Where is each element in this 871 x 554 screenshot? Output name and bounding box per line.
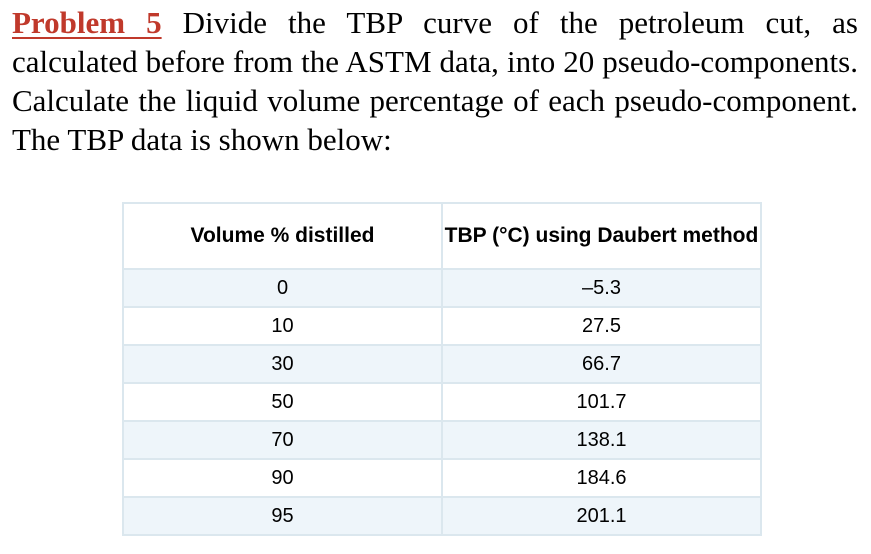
table-row: 0 –5.3 — [122, 268, 762, 308]
table-row: 30 66.7 — [122, 344, 762, 384]
table-row: 50 101.7 — [122, 382, 762, 422]
tbp-cell: 27.5 — [441, 306, 762, 346]
tbp-cell: 138.1 — [441, 420, 762, 460]
volume-cell: 90 — [122, 458, 443, 498]
volume-cell: 50 — [122, 382, 443, 422]
table-row: 70 138.1 — [122, 420, 762, 460]
table-row: 10 27.5 — [122, 306, 762, 346]
table-row: 95 201.1 — [122, 496, 762, 536]
volume-cell: 70 — [122, 420, 443, 460]
table-header-row: Volume % distilled TBP (°C) using Dauber… — [122, 202, 762, 270]
volume-cell: 0 — [122, 268, 443, 308]
tbp-cell: 201.1 — [441, 496, 762, 536]
problem-body: Divide the TBP curve of the petroleum cu… — [12, 5, 858, 157]
table-row: 90 184.6 — [122, 458, 762, 498]
volume-cell: 10 — [122, 306, 443, 346]
tbp-data-table: Volume % distilled TBP (°C) using Dauber… — [122, 202, 762, 536]
tbp-cell: 184.6 — [441, 458, 762, 498]
problem-label: Problem 5 — [12, 5, 162, 40]
volume-cell: 95 — [122, 496, 443, 536]
tbp-cell: 101.7 — [441, 382, 762, 422]
tbp-cell: 66.7 — [441, 344, 762, 384]
header-tbp-daubert: TBP (°C) using Daubert method — [441, 202, 762, 270]
volume-cell: 30 — [122, 344, 443, 384]
header-volume-distilled: Volume % distilled — [122, 202, 443, 270]
tbp-cell: –5.3 — [441, 268, 762, 308]
problem-statement: Problem 5 Divide the TBP curve of the pe… — [12, 3, 858, 159]
